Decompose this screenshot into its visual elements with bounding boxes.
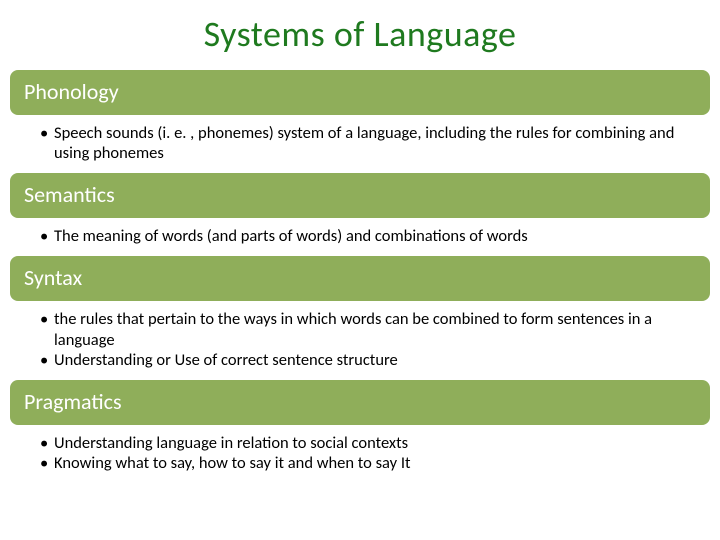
bullet-item: The meaning of words (and parts of words… bbox=[40, 226, 692, 246]
section-body-syntax: the rules that pertain to the ways in wh… bbox=[10, 303, 710, 377]
bullet-item: Understanding language in relation to so… bbox=[40, 433, 692, 453]
section-semantics: Semantics The meaning of words (and part… bbox=[10, 173, 710, 254]
section-syntax: Syntax the rules that pertain to the way… bbox=[10, 256, 710, 377]
section-header-semantics: Semantics bbox=[10, 173, 710, 218]
section-phonology: Phonology Speech sounds (i. e. , phoneme… bbox=[10, 70, 710, 171]
section-body-pragmatics: Understanding language in relation to so… bbox=[10, 427, 710, 481]
bullet-item: Understanding or Use of correct sentence… bbox=[40, 350, 692, 370]
section-header-syntax: Syntax bbox=[10, 256, 710, 301]
section-header-pragmatics: Pragmatics bbox=[10, 380, 710, 425]
section-pragmatics: Pragmatics Understanding language in rel… bbox=[10, 380, 710, 481]
slide: Systems of Language Phonology Speech sou… bbox=[0, 0, 720, 540]
section-header-phonology: Phonology bbox=[10, 70, 710, 115]
bullet-item: the rules that pertain to the ways in wh… bbox=[40, 309, 692, 349]
bullet-item: Speech sounds (i. e. , phonemes) system … bbox=[40, 123, 692, 163]
bullet-item: Knowing what to say, how to say it and w… bbox=[40, 453, 692, 473]
section-body-semantics: The meaning of words (and parts of words… bbox=[10, 220, 710, 254]
slide-title: Systems of Language bbox=[10, 12, 710, 56]
section-body-phonology: Speech sounds (i. e. , phonemes) system … bbox=[10, 117, 710, 171]
